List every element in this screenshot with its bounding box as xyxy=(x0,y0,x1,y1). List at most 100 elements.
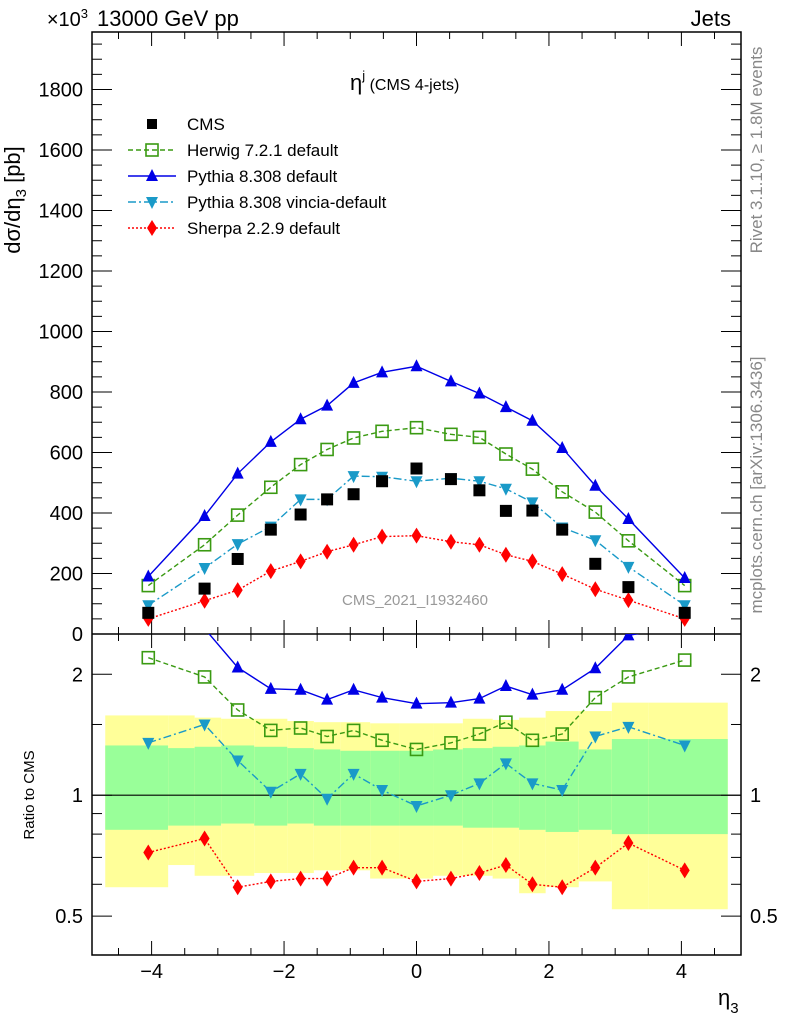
pythia-marker xyxy=(499,679,512,692)
sherpa-marker xyxy=(623,592,634,609)
sherpa-marker xyxy=(232,879,243,896)
herwig-marker xyxy=(409,742,424,757)
sherpa-marker xyxy=(295,870,306,887)
vincia-marker xyxy=(198,719,211,732)
vincia-marker xyxy=(142,600,155,613)
cms-marker xyxy=(589,557,602,570)
vincia-marker xyxy=(526,778,539,791)
plot-title: ηj (CMS 4-jets) xyxy=(350,68,459,95)
stat-uncertainty-band xyxy=(433,749,463,826)
sherpa-marker xyxy=(199,592,210,609)
pythia-marker xyxy=(347,682,360,695)
stat-uncertainty-band xyxy=(194,746,222,826)
herwig-marker xyxy=(555,485,569,499)
series-sherpa-2-2-9-default xyxy=(143,527,690,627)
cms-marker xyxy=(142,606,155,619)
herwig-marker xyxy=(621,534,636,548)
vincia-marker xyxy=(678,600,691,613)
analysis-watermark: CMS_2021_I1932460 xyxy=(342,592,488,609)
herwig-marker xyxy=(346,723,361,738)
sherpa-marker xyxy=(377,528,388,545)
vincia-marker xyxy=(473,778,486,791)
sherpa-marker xyxy=(411,873,422,890)
sherpa-marker xyxy=(557,879,568,896)
vincia-marker xyxy=(473,476,486,489)
x-tick-label: −4 xyxy=(140,961,163,983)
cms-marker xyxy=(526,504,539,517)
pythia-marker xyxy=(294,412,307,425)
series-group xyxy=(141,359,692,896)
sherpa-marker xyxy=(265,873,276,890)
y-tick-label: 0 xyxy=(72,624,83,646)
vincia-marker xyxy=(622,721,635,734)
vincia-marker xyxy=(231,755,244,768)
cms-marker xyxy=(147,119,157,129)
header-right: Jets xyxy=(691,6,731,31)
axes: −4 −2 0 2 4 0 200 400 600 800 1000 1200 1400 1600 1800… xyxy=(39,31,778,983)
herwig-marker xyxy=(472,430,487,445)
series-herwig-7-2-1-default xyxy=(141,420,692,593)
pythia-marker xyxy=(146,169,158,181)
sherpa-marker xyxy=(527,553,538,570)
x-tick-label: 0 xyxy=(411,961,422,983)
ratio-axis-label: Ratio to CMS xyxy=(21,750,38,839)
sherpa-marker xyxy=(590,859,601,876)
ratio-tick-label: 0.5 xyxy=(55,906,83,928)
herwig-marker xyxy=(409,420,424,435)
ratio-tick-label: 1 xyxy=(72,785,83,807)
cms-marker xyxy=(376,475,389,488)
vincia-marker xyxy=(347,768,360,781)
sherpa-marker xyxy=(295,553,306,570)
sherpa-marker xyxy=(474,865,485,882)
sherpa-marker xyxy=(199,830,210,847)
cms-marker xyxy=(410,462,423,475)
herwig-marker xyxy=(320,729,334,744)
herwig-marker xyxy=(525,462,540,476)
vincia-marker xyxy=(410,800,423,813)
ratio-line xyxy=(148,657,685,751)
cms-marker xyxy=(622,581,635,594)
sherpa-marker xyxy=(411,527,422,544)
cms-marker xyxy=(198,582,211,595)
stat-uncertainty-band xyxy=(254,746,288,826)
x-tick-label: −2 xyxy=(273,961,296,983)
herwig-marker xyxy=(588,505,603,519)
herwig-marker xyxy=(525,733,540,748)
x-tick-label: 4 xyxy=(676,961,687,983)
cms-marker xyxy=(444,473,457,486)
pythia-marker xyxy=(499,400,512,413)
ratio-bands xyxy=(105,702,728,910)
legend-label: Pythia 8.308 vincia-default xyxy=(187,193,387,212)
x-axis-label: η3 xyxy=(718,985,739,1017)
cms-marker xyxy=(321,493,334,506)
legend: CMS Herwig 7.2.1 default Pythia 8.308 defa… xyxy=(128,115,387,238)
pythia-marker xyxy=(622,512,635,525)
vincia-marker xyxy=(146,197,158,209)
herwig-marker xyxy=(555,727,569,741)
vincia-marker xyxy=(321,793,334,806)
stat-uncertainty-band xyxy=(168,748,195,826)
mcplots-label: mcplots.cern.ch [arXiv:1306.3436] xyxy=(747,356,766,613)
cms-marker xyxy=(347,488,360,501)
pythia-marker xyxy=(231,466,244,479)
vincia-marker xyxy=(622,561,635,574)
pythia-marker xyxy=(473,386,486,399)
sherpa-marker xyxy=(474,536,485,553)
herwig-marker xyxy=(588,690,603,705)
pythia-marker xyxy=(199,622,211,634)
pythia-marker xyxy=(622,634,635,641)
herwig-marker xyxy=(444,736,458,750)
y-tick-label: 600 xyxy=(50,442,83,464)
cms-marker xyxy=(473,484,486,497)
legend-label: Sherpa 2.2.9 default xyxy=(187,219,340,238)
herwig-marker xyxy=(621,670,636,684)
ratio-tick-label-right: 0.5 xyxy=(750,906,778,928)
vincia-marker xyxy=(376,785,389,798)
pythia-marker xyxy=(376,690,389,703)
sherpa-marker xyxy=(445,533,456,550)
sherpa-marker xyxy=(527,876,538,893)
herwig-marker xyxy=(293,721,308,735)
sherpa-marker xyxy=(232,582,243,599)
herwig-marker xyxy=(230,703,245,717)
legend-item: Sherpa 2.2.9 default xyxy=(128,219,340,238)
